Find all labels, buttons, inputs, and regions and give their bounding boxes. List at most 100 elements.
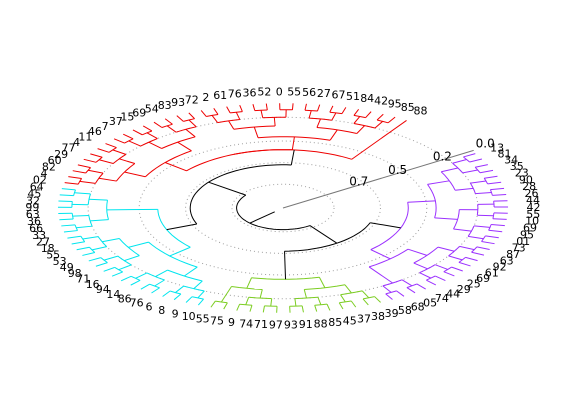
branch-segment xyxy=(154,279,165,287)
branch-arc xyxy=(248,296,272,300)
branch-segment xyxy=(382,285,392,293)
tip-label: 18 xyxy=(41,242,55,255)
branch-segment xyxy=(350,300,357,308)
branch-segment xyxy=(235,111,241,120)
branch-segment xyxy=(455,187,474,191)
branch-arc xyxy=(489,189,493,196)
tip-label: 88 xyxy=(414,105,428,118)
branch-segment xyxy=(459,245,475,251)
branch-segment xyxy=(484,175,498,179)
tip-label: 44 xyxy=(526,194,540,207)
tip-label: 63 xyxy=(26,208,40,221)
trunk-arc xyxy=(284,222,371,252)
branch-segment xyxy=(385,293,393,300)
branch-segment xyxy=(119,158,135,164)
branch-segment xyxy=(481,240,495,245)
branch-segment xyxy=(188,119,197,128)
branch-segment xyxy=(103,266,115,272)
branch-arc xyxy=(148,241,198,268)
branch-segment xyxy=(260,110,264,118)
trunk-segment xyxy=(370,222,401,229)
branch-segment xyxy=(118,264,132,271)
tip-label: 61 xyxy=(485,267,499,280)
tip-label: 71 xyxy=(254,318,268,331)
tip-label: 64 xyxy=(30,181,44,194)
branch-segment xyxy=(419,272,432,279)
branch-segment xyxy=(162,290,171,297)
branch-segment xyxy=(361,290,370,299)
branch-arc xyxy=(471,246,478,253)
branch-segment xyxy=(79,180,96,184)
branch-segment xyxy=(98,177,117,182)
tip-label: 98 xyxy=(68,267,82,280)
tip-label: 25 xyxy=(467,278,481,291)
tip-label: 32 xyxy=(26,194,40,207)
branch-segment xyxy=(434,217,458,220)
grid-ring xyxy=(185,162,381,254)
tip-label: 61 xyxy=(213,89,227,102)
branch-segment xyxy=(407,248,428,256)
branch-segment xyxy=(177,141,192,152)
branch-segment xyxy=(487,181,502,185)
tip-label: 69 xyxy=(523,222,537,235)
axis-tick-label: 0.7 xyxy=(349,175,368,189)
branch-segment xyxy=(329,129,338,141)
branch-arc xyxy=(257,136,331,141)
branch-segment xyxy=(448,255,463,261)
tip-label: 46 xyxy=(88,125,102,138)
branch-segment xyxy=(164,162,187,172)
branch-arc xyxy=(443,266,452,273)
tip-label: 66 xyxy=(29,222,43,235)
branch-segment xyxy=(90,153,103,158)
branch-segment xyxy=(304,103,307,111)
axis-tick-label: 0.0 xyxy=(476,136,495,150)
tip-label: 45 xyxy=(27,187,41,200)
branch-segment xyxy=(396,290,405,297)
branch-segment xyxy=(451,266,463,272)
branch-segment xyxy=(374,296,381,303)
branch-segment xyxy=(97,148,110,153)
branch-segment xyxy=(88,198,108,201)
branch-segment xyxy=(120,275,132,282)
branch-segment xyxy=(135,272,148,279)
branch-segment xyxy=(188,112,195,120)
branch-segment xyxy=(140,283,150,290)
tip-label: 16 xyxy=(86,278,100,291)
branch-arc xyxy=(175,126,197,133)
branch-segment xyxy=(376,113,384,121)
trunk-segment xyxy=(284,251,287,280)
branch-segment xyxy=(72,170,86,174)
tip-label: 35 xyxy=(510,160,524,173)
tip-label: 14 xyxy=(106,288,120,301)
tip-label: 99 xyxy=(25,201,39,214)
branch-segment xyxy=(491,224,505,227)
branch-segment xyxy=(374,120,384,129)
branch-segment xyxy=(112,149,126,155)
branch-segment xyxy=(479,169,494,174)
branch-segment xyxy=(76,225,93,229)
branch-segment xyxy=(111,271,123,277)
branch-segment xyxy=(88,257,101,262)
tip-label: 56 xyxy=(302,86,316,99)
tip-label: 90 xyxy=(519,173,533,186)
branch-segment xyxy=(463,153,476,158)
branch-arc xyxy=(458,257,466,263)
branch-segment xyxy=(142,125,153,132)
tip-label: 44 xyxy=(446,288,460,301)
branch-segment xyxy=(262,305,265,313)
branch-segment xyxy=(470,180,487,184)
branch-arc xyxy=(370,202,409,251)
tip-label: 0 xyxy=(276,85,283,98)
branch-segment xyxy=(61,188,76,191)
branch-segment xyxy=(74,192,91,195)
tip-label: 33 xyxy=(32,229,46,242)
branch-segment xyxy=(130,279,141,286)
branch-segment xyxy=(169,246,191,257)
tip-label: 27 xyxy=(36,236,50,249)
tip-label: 02 xyxy=(33,174,47,187)
branch-segment xyxy=(316,118,321,128)
branch-segment xyxy=(239,105,243,112)
branch-segment xyxy=(61,224,76,227)
branch-segment xyxy=(329,105,334,113)
